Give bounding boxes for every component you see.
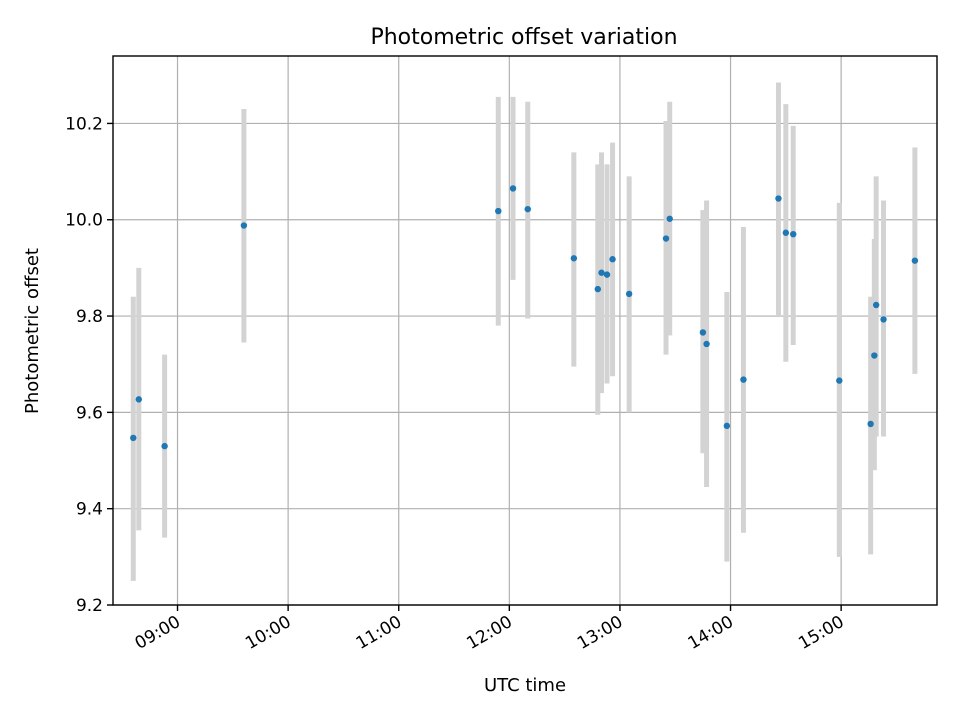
x-tick-label: 09:00 [132, 612, 184, 654]
y-tick-label: 10.2 [65, 114, 103, 134]
data-point [666, 215, 673, 222]
data-point [790, 230, 797, 238]
y-tick-label: 10.0 [65, 211, 103, 231]
data-point [130, 434, 137, 442]
data-point [570, 255, 578, 262]
y-tick-label: 9.2 [76, 596, 103, 616]
data-point [161, 442, 168, 450]
data-point [699, 329, 707, 336]
data-point [609, 256, 616, 263]
x-tick-label: 15:00 [795, 612, 847, 654]
data-points [130, 185, 919, 450]
x-tick-label: 12:00 [463, 612, 515, 654]
data-point [524, 205, 531, 213]
x-tick-label: 11:00 [353, 612, 405, 654]
y-axis-label: Photometric offset [22, 248, 43, 414]
data-point [625, 290, 633, 298]
data-point [782, 229, 790, 236]
data-point [836, 377, 843, 384]
data-point [603, 271, 611, 278]
data-point [880, 316, 887, 323]
data-point [872, 301, 880, 309]
data-point [703, 340, 710, 348]
data-point [598, 269, 605, 276]
data-point [867, 420, 874, 428]
x-tick-label: 14:00 [685, 612, 737, 654]
y-tick-label: 9.4 [76, 500, 103, 520]
data-point [871, 352, 878, 359]
data-point [775, 195, 782, 202]
grid [113, 56, 937, 606]
y-tick-label: 9.8 [76, 307, 103, 327]
chart-title: Photometric offset variation [370, 25, 677, 50]
data-point [495, 207, 502, 215]
y-tick-label: 9.6 [76, 403, 103, 423]
data-point [240, 222, 248, 229]
x-tick-label: 10:00 [242, 612, 294, 654]
data-point [723, 422, 731, 430]
plot-frame [112, 55, 938, 606]
data-point [135, 396, 143, 403]
data-point [662, 235, 670, 242]
data-point [509, 185, 517, 192]
x-axis-label: UTC time [484, 675, 566, 696]
data-point [911, 257, 919, 264]
x-tick-label: 13:00 [574, 612, 626, 654]
error-bars [130, 82, 918, 581]
data-point [594, 285, 602, 293]
data-point [740, 376, 747, 383]
